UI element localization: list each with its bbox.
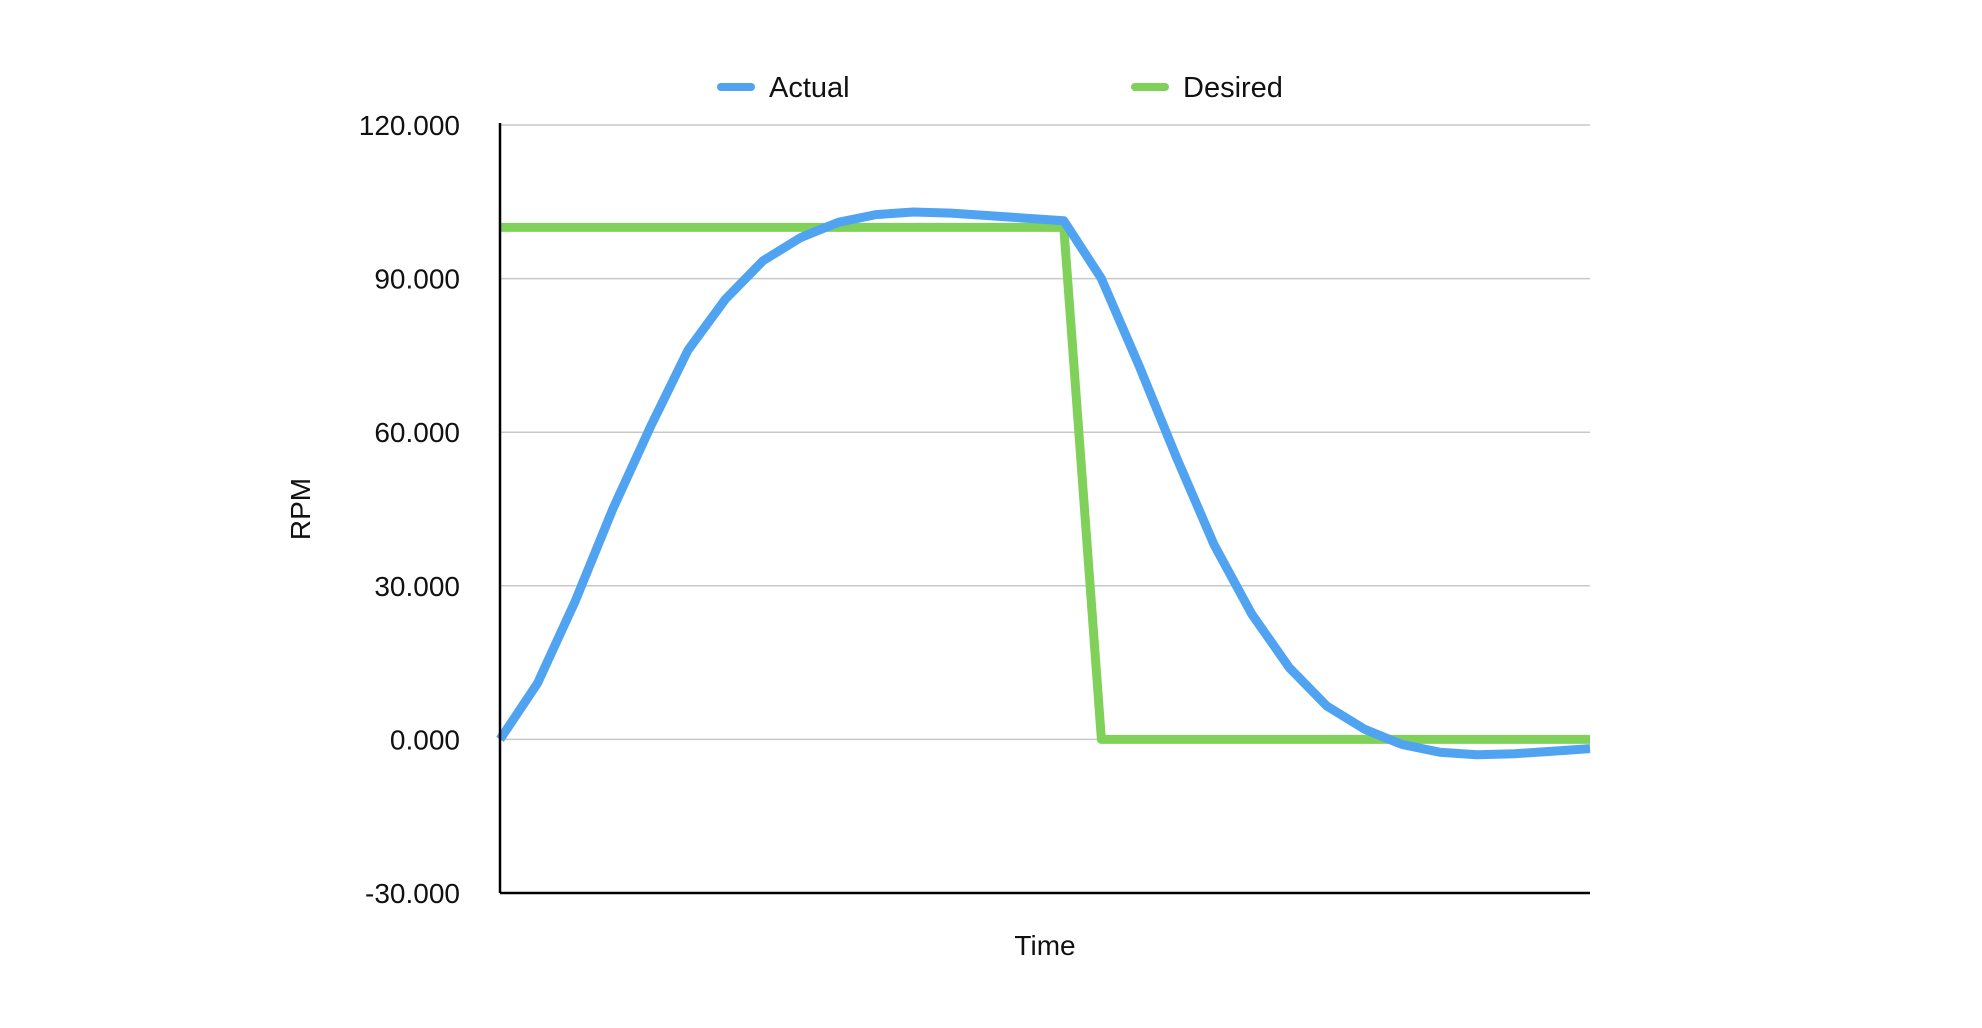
- y-tick-label: 30.000: [374, 571, 460, 602]
- y-tick-label: 60.000: [374, 417, 460, 448]
- legend-item-actual: Actual: [717, 72, 850, 104]
- y-tick-label: -30.000: [365, 878, 460, 909]
- axes: [498, 123, 1590, 895]
- legend-item-desired: Desired: [1131, 72, 1283, 104]
- y-tick-labels: -30.000 0.000 30.000 60.000 90.000 120.000: [359, 110, 460, 909]
- series-lines: [496, 207, 1591, 760]
- x-axis-title: Time: [1014, 930, 1075, 961]
- legend-label: Actual: [769, 72, 850, 104]
- y-axis-title: RPM: [285, 478, 316, 540]
- y-tick-label: 90.000: [374, 264, 460, 295]
- y-tick-label: 120.000: [359, 110, 460, 141]
- legend-label: Desired: [1183, 72, 1283, 104]
- series-line-actual: [496, 207, 1591, 760]
- legend: Actual Desired: [717, 72, 1283, 104]
- y-tick-label: 0.000: [390, 724, 460, 755]
- series-line-desired: [500, 222, 1590, 744]
